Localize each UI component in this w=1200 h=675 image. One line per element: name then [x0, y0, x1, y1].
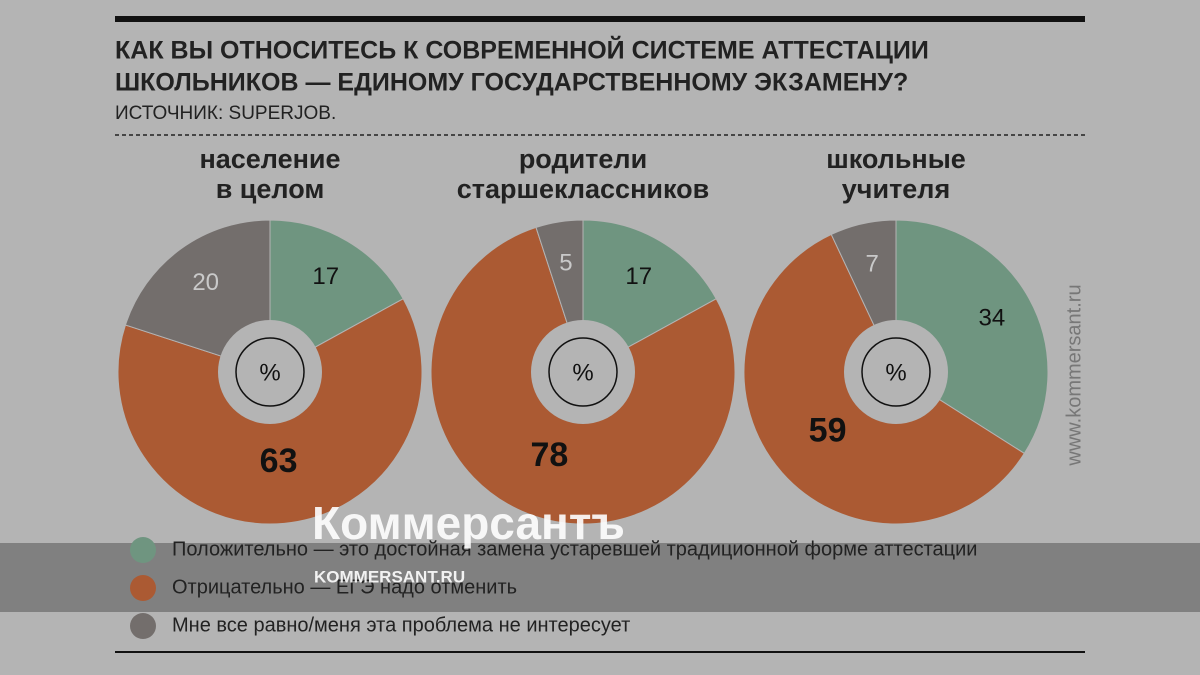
unit-label: %	[885, 359, 906, 386]
pie-title: родители	[519, 144, 647, 174]
data-label: 7	[865, 251, 878, 278]
data-label: 78	[531, 436, 569, 474]
pie-hole	[218, 320, 322, 424]
pie-title: школьные	[826, 144, 966, 174]
title: КАК ВЫ ОТНОСИТЕСЬ К СОВРЕМЕННОЙ СИСТЕМЕ …	[115, 35, 929, 65]
watermark-brand: Коммерсантъ	[312, 497, 625, 549]
watermark-site: KOMMERSANT.RU	[314, 567, 465, 586]
pie-hole	[531, 320, 635, 424]
legend-label: Положительно — это достойная замена уста…	[172, 538, 977, 560]
pie-ring	[235, 337, 305, 407]
legend-swatch	[130, 613, 156, 639]
pie-title: население	[199, 144, 340, 174]
pie-ring	[548, 337, 618, 407]
data-label: 20	[192, 269, 219, 296]
legend-swatch	[130, 537, 156, 563]
legend-label: Отрицательно — ЕГЭ надо отменить	[172, 576, 517, 598]
legend-swatch	[130, 575, 156, 601]
side-watermark: www.kommersant.ru	[1063, 284, 1085, 466]
pie-slice	[124, 219, 271, 373]
pie-title: старшеклассников	[457, 174, 709, 204]
unit-label: %	[259, 359, 280, 386]
data-label: 59	[809, 411, 847, 449]
pie-hole	[844, 320, 948, 424]
unit-label: %	[572, 359, 593, 386]
pie-ring	[861, 337, 931, 407]
legend-label: Мне все равно/меня эта проблема не интер…	[172, 614, 630, 636]
data-label: 5	[559, 249, 572, 276]
data-label: 34	[979, 305, 1006, 332]
data-label: 17	[312, 263, 339, 290]
data-label: 63	[260, 442, 298, 480]
source: ИСТОЧНИК: SUPERJOB.	[115, 103, 336, 124]
pie-title: в целом	[216, 174, 325, 204]
legend: Положительно — это достойная замена уста…	[130, 537, 977, 639]
watermark-band	[0, 543, 1200, 612]
pie-title: учителя	[842, 174, 950, 204]
title: ШКОЛЬНИКОВ — ЕДИНОМУ ГОСУДАРСТВЕННОМУ ЭК…	[115, 69, 908, 97]
data-label: 17	[625, 263, 652, 290]
